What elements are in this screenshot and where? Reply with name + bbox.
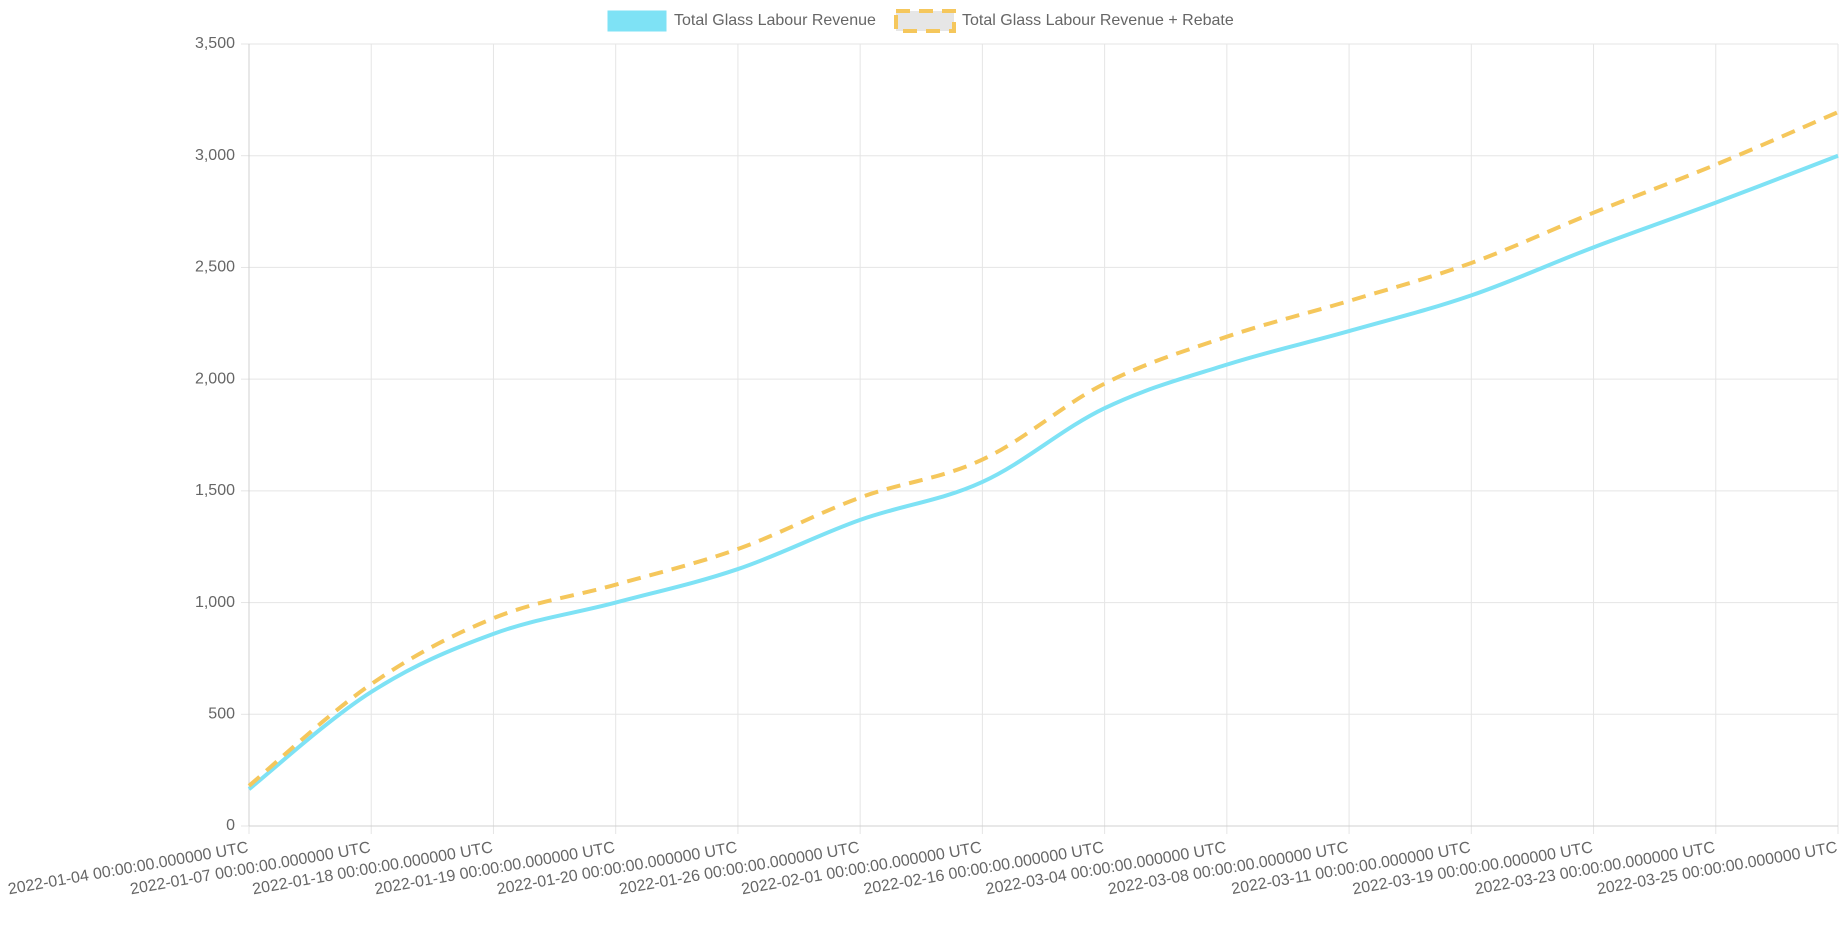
y-tick-label: 0 <box>226 817 235 834</box>
legend-swatch <box>607 10 667 32</box>
legend-swatch <box>894 9 956 33</box>
y-tick-label: 500 <box>208 706 235 723</box>
x-axis-ticks: 2022-01-04 00:00:00.000000 UTC2022-01-07… <box>7 839 1839 898</box>
y-tick-label: 3,500 <box>195 35 235 52</box>
legend-label[interactable]: Total Glass Labour Revenue <box>674 12 876 29</box>
y-tick-label: 1,000 <box>195 594 235 611</box>
y-axis-ticks: 0 500 1,000 1,500 2,000 2,500 3,000 3,500 <box>195 35 235 834</box>
series-line-0 <box>247 153 1839 791</box>
axes <box>248 44 1838 827</box>
y-tick-label: 2,500 <box>195 259 235 276</box>
y-tick-label: 2,000 <box>195 370 235 387</box>
legend: Total Glass Labour Revenue Total Glass La… <box>607 9 1234 33</box>
y-tick-label: 3,000 <box>195 147 235 164</box>
series-group <box>247 110 1839 791</box>
series-line-1 <box>247 110 1839 788</box>
grid-lines <box>241 43 1839 834</box>
legend-label[interactable]: Total Glass Labour Revenue + Rebate <box>962 12 1234 29</box>
y-tick-label: 1,500 <box>195 482 235 499</box>
